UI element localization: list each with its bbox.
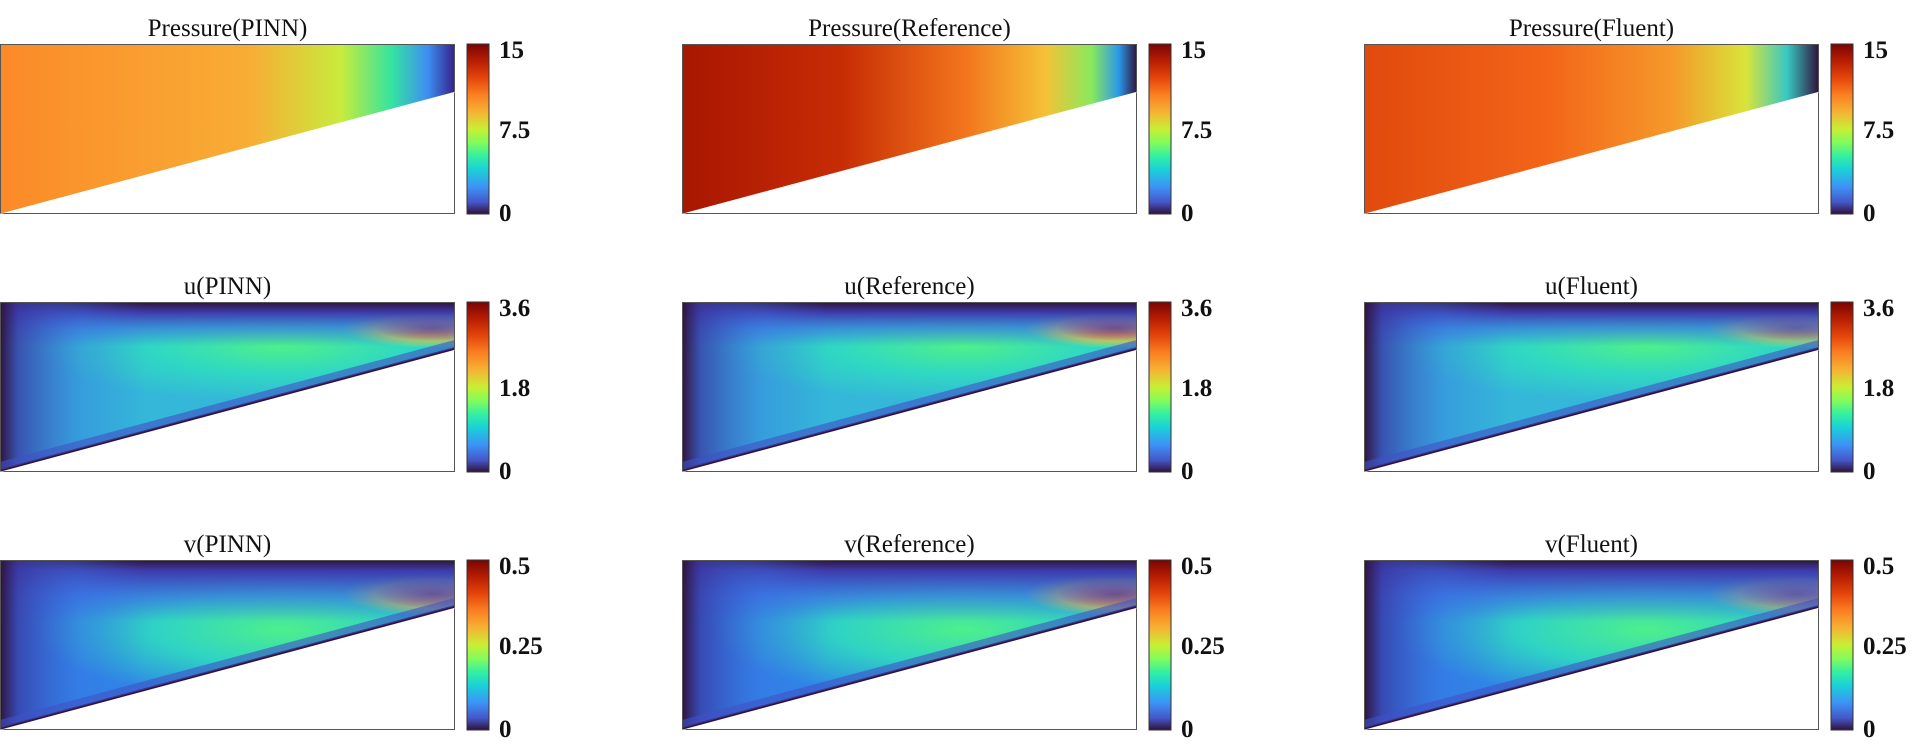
panel-title: v(PINN) xyxy=(184,531,272,558)
contour-panel-v-reference: v(Reference) 0.5 0.25 0 xyxy=(681,531,1225,743)
colorbar xyxy=(466,559,490,731)
contour-field xyxy=(682,44,1137,214)
colorbar-tick-label: 15 xyxy=(499,37,524,64)
colorbar-tick-label: 0 xyxy=(1863,458,1876,485)
colorbar-tick-label: 0 xyxy=(1181,200,1194,227)
contour-field xyxy=(1364,44,1819,214)
colorbar-tick-label: 0 xyxy=(499,716,512,743)
colorbar-tick-label: 0 xyxy=(1181,458,1194,485)
plot-frame xyxy=(0,44,455,214)
colorbar-tick-label: 3.6 xyxy=(1863,295,1894,322)
colorbar xyxy=(1148,559,1172,731)
contour-field xyxy=(0,560,455,730)
colorbar-tick-label: 0 xyxy=(499,200,512,227)
contour-field xyxy=(0,44,455,214)
contour-field xyxy=(1364,302,1819,472)
plot-frame xyxy=(1364,302,1819,472)
plot-frame xyxy=(682,560,1137,730)
plot-frame xyxy=(682,302,1137,472)
contour-panel-v-fluent: v(Fluent) 0.5 0.25 0 xyxy=(1363,531,1907,743)
colorbar xyxy=(1830,559,1854,731)
contour-field xyxy=(1364,560,1819,730)
colorbar-tick-label: 0 xyxy=(1181,716,1194,743)
contour-panel-v-pinn: v(PINN) 0.5 0.25 0 xyxy=(0,531,543,743)
colorbar xyxy=(1148,43,1172,215)
plot-frame xyxy=(1364,560,1819,730)
contour-panel-pressure-fluent: Pressure(Fluent) 15 7.5 0 xyxy=(1363,15,1894,227)
colorbar-tick-label: 7.5 xyxy=(499,117,530,144)
colorbar xyxy=(466,301,490,473)
colorbar xyxy=(1830,301,1854,473)
panel-title: v(Reference) xyxy=(844,531,974,558)
colorbar-tick-label: 0.5 xyxy=(1863,553,1894,580)
contour-panel-pressure-pinn: Pressure(PINN) 15 7.5 0 xyxy=(0,15,530,227)
contour-field xyxy=(682,302,1137,472)
contour-panel-u-pinn: u(PINN) 3.6 1.8 0 xyxy=(0,273,530,485)
colorbar-tick-label: 1.8 xyxy=(499,375,530,402)
colorbar-tick-label: 0 xyxy=(1863,200,1876,227)
plot-frame xyxy=(1364,44,1819,214)
panel-title: Pressure(Reference) xyxy=(808,15,1011,42)
colorbar-tick-label: 0.25 xyxy=(499,633,543,660)
colorbar-tick-label: 7.5 xyxy=(1863,117,1894,144)
panel-title: Pressure(Fluent) xyxy=(1509,15,1674,42)
colorbar-tick-label: 3.6 xyxy=(499,295,530,322)
colorbar-tick-label: 3.6 xyxy=(1181,295,1212,322)
panel-title: u(Reference) xyxy=(844,273,974,300)
panel-title: v(Fluent) xyxy=(1545,531,1638,558)
plot-frame xyxy=(0,302,455,472)
plot-frame xyxy=(0,560,455,730)
colorbar xyxy=(1830,43,1854,215)
contour-panel-u-reference: u(Reference) 3.6 1.8 0 xyxy=(681,273,1212,485)
colorbar-tick-label: 1.8 xyxy=(1863,375,1894,402)
panel-title: Pressure(PINN) xyxy=(148,15,308,42)
colorbar xyxy=(466,43,490,215)
contour-panel-pressure-reference: Pressure(Reference) 15 7.5 0 xyxy=(681,15,1212,227)
panel-title: u(Fluent) xyxy=(1545,273,1638,300)
colorbar-tick-label: 1.8 xyxy=(1181,375,1212,402)
colorbar xyxy=(1148,301,1172,473)
colorbar-tick-label: 0.25 xyxy=(1863,633,1907,660)
colorbar-tick-label: 15 xyxy=(1181,37,1206,64)
colorbar-tick-label: 15 xyxy=(1863,37,1888,64)
colorbar-tick-label: 0 xyxy=(1863,716,1876,743)
colorbar-tick-label: 0.5 xyxy=(499,553,530,580)
colorbar-tick-label: 0.25 xyxy=(1181,633,1225,660)
panel-title: u(PINN) xyxy=(184,273,272,300)
colorbar-tick-label: 0.5 xyxy=(1181,553,1212,580)
plot-frame xyxy=(682,44,1137,214)
contour-field xyxy=(0,302,455,472)
colorbar-tick-label: 7.5 xyxy=(1181,117,1212,144)
contour-panel-u-fluent: u(Fluent) 3.6 1.8 0 xyxy=(1363,273,1894,485)
colorbar-tick-label: 0 xyxy=(499,458,512,485)
contour-field xyxy=(682,560,1137,730)
